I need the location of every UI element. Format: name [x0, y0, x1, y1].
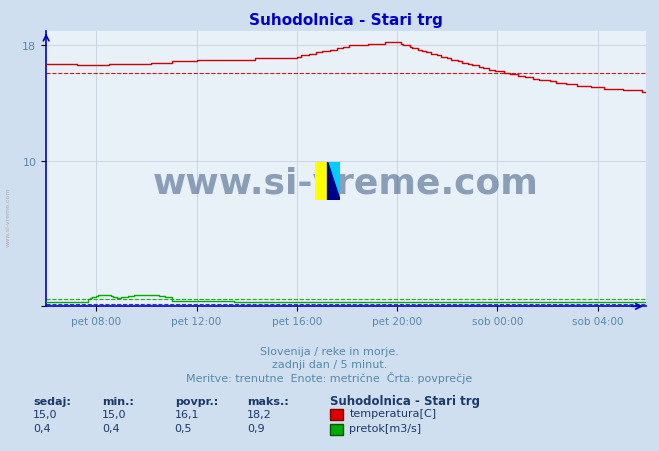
Text: 18,2: 18,2	[247, 409, 272, 419]
Text: 0,4: 0,4	[33, 423, 51, 433]
Text: www.si-vreme.com: www.si-vreme.com	[5, 187, 11, 246]
Title: Suhodolnica - Stari trg: Suhodolnica - Stari trg	[249, 13, 443, 28]
Polygon shape	[328, 162, 340, 201]
Text: zadnji dan / 5 minut.: zadnji dan / 5 minut.	[272, 359, 387, 369]
Text: Meritve: trenutne  Enote: metrične  Črta: povprečje: Meritve: trenutne Enote: metrične Črta: …	[186, 371, 473, 383]
Text: povpr.:: povpr.:	[175, 396, 218, 405]
Text: min.:: min.:	[102, 396, 134, 405]
Text: Suhodolnica - Stari trg: Suhodolnica - Stari trg	[330, 394, 480, 407]
Text: 16,1: 16,1	[175, 409, 199, 419]
Text: 0,4: 0,4	[102, 423, 120, 433]
Text: Slovenija / reke in morje.: Slovenija / reke in morje.	[260, 346, 399, 356]
Bar	[315, 162, 328, 201]
Text: 15,0: 15,0	[33, 409, 57, 419]
Text: sedaj:: sedaj:	[33, 396, 71, 405]
Text: 0,9: 0,9	[247, 423, 265, 433]
Polygon shape	[328, 162, 340, 201]
Text: maks.:: maks.:	[247, 396, 289, 405]
Text: 15,0: 15,0	[102, 409, 127, 419]
Text: www.si-vreme.com: www.si-vreme.com	[153, 166, 539, 200]
Text: pretok[m3/s]: pretok[m3/s]	[349, 423, 421, 433]
Text: temperatura[C]: temperatura[C]	[349, 408, 436, 418]
Text: 0,5: 0,5	[175, 423, 192, 433]
